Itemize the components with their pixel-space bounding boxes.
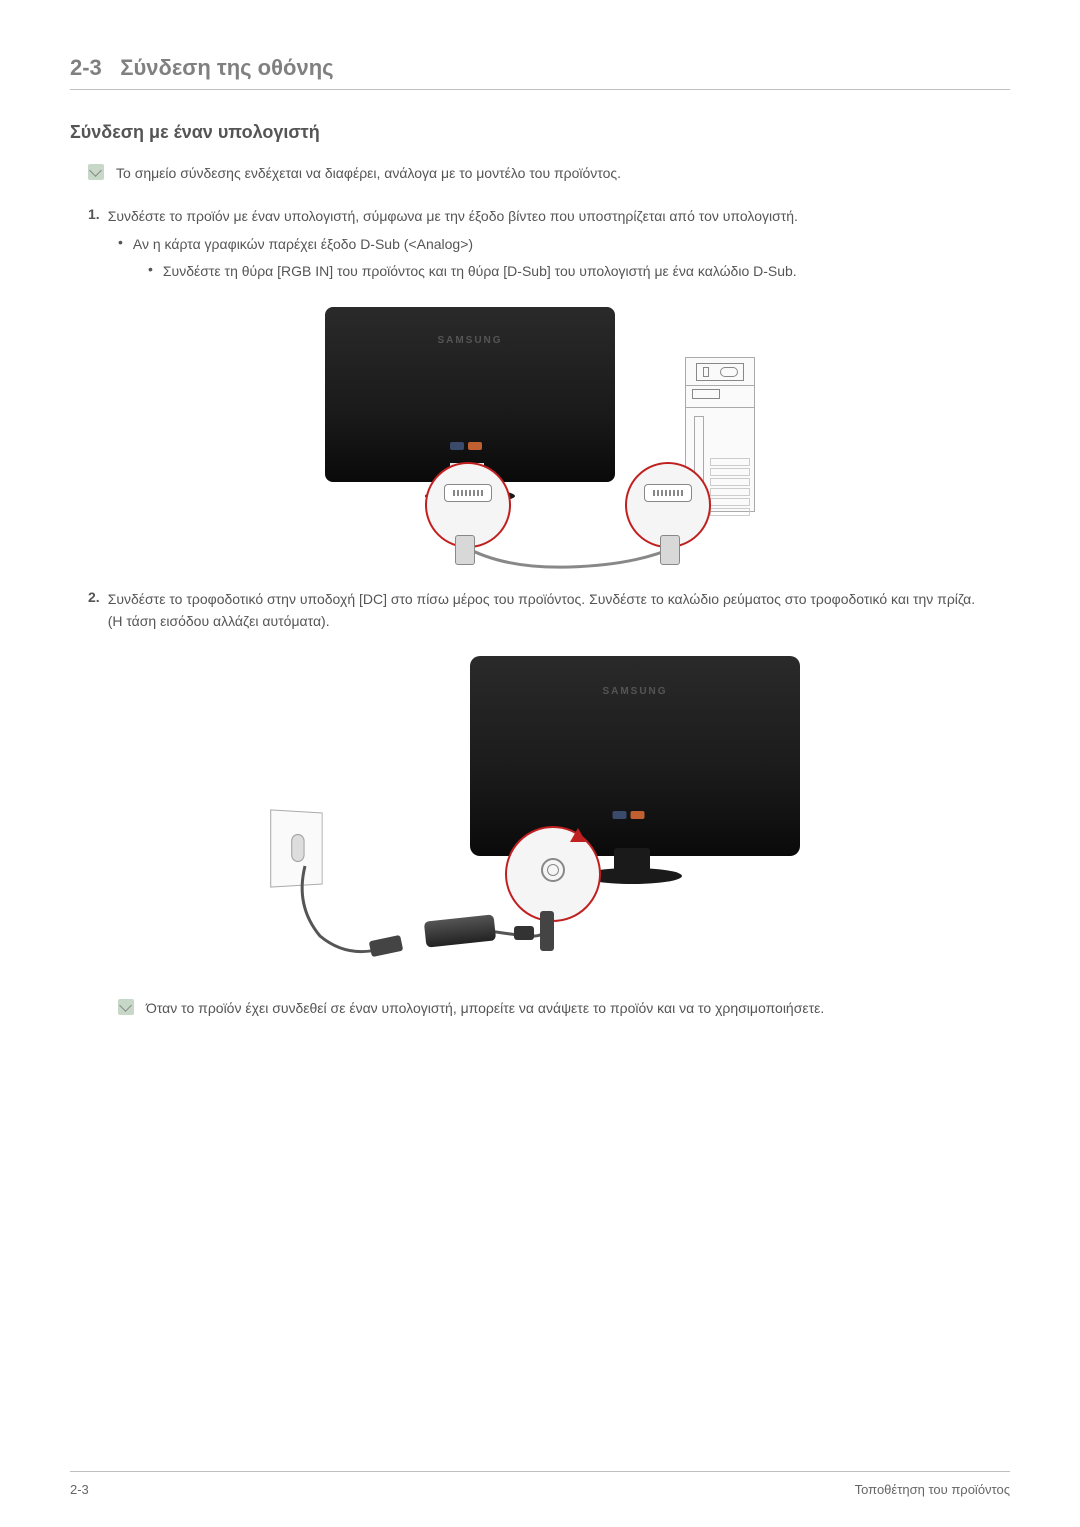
figure-2-power-connection: SAMSUNG (270, 656, 810, 966)
section-title: Σύνδεση της οθόνης (120, 55, 333, 80)
step-1-bullet-1a-text: Συνδέστε τη θύρα [RGB IN] του προϊόντος … (163, 261, 797, 283)
note-icon (88, 164, 104, 180)
port-icon (468, 442, 482, 450)
bay-icon (710, 458, 750, 466)
dsub-connector-icon (660, 535, 680, 565)
power-cable-icon (290, 846, 570, 966)
step-1-bullet-1: • Αν η κάρτα γραφικών παρέχει έξοδο D-Su… (118, 234, 1010, 256)
dc-plug-icon (540, 911, 554, 951)
subsection-title: Σύνδεση με έναν υπολογιστή (70, 122, 1010, 143)
note-icon (118, 999, 134, 1015)
figure-1-wrap: SAMSUNG RGB IN (70, 307, 1010, 567)
section-header: 2-3 Σύνδεση της οθόνης (70, 55, 1010, 90)
monitor-back-icon: SAMSUNG (325, 307, 615, 482)
note-text-1: Το σημείο σύνδεσης ενδέχεται να διαφέρει… (116, 163, 621, 184)
step-2-num: 2. (88, 589, 100, 632)
note-row-2: Όταν το προϊόν έχει συνδεθεί σε έναν υπο… (118, 998, 1010, 1019)
dsub-cable-icon (445, 527, 695, 572)
section-number: 2-3 (70, 55, 102, 80)
dsub-pins-icon (453, 490, 483, 496)
ferrite-core-icon (514, 926, 534, 940)
step-2-text-2: (Η τάση εισόδου αλλάζει αυτόματα). (108, 611, 975, 633)
footer-page-number: 2-3 (70, 1482, 89, 1497)
figure-1-dsub-connection: SAMSUNG RGB IN (325, 307, 755, 567)
port-icon (450, 442, 464, 450)
bullet-icon: • (118, 234, 123, 256)
figure-2-wrap: SAMSUNG (70, 656, 1010, 966)
monitor-ports-icon (450, 442, 490, 452)
step-1-bullet-1-text: Αν η κάρτα γραφικών παρέχει έξοδο D-Sub … (133, 234, 473, 256)
step-2-text: Συνδέστε το τροφοδοτικό στην υποδοχή [DC… (108, 589, 975, 611)
io-slot-icon (692, 389, 720, 399)
page-footer: 2-3 Τοποθέτηση του προϊόντος (70, 1471, 1010, 1497)
bay-icon (710, 498, 750, 506)
bay-icon (710, 488, 750, 496)
note-row-1: Το σημείο σύνδεσης ενδέχεται να διαφέρει… (88, 163, 1010, 184)
samsung-logo: SAMSUNG (437, 335, 502, 346)
bay-icon (710, 508, 750, 516)
pc-psu-area (686, 358, 754, 386)
fan-icon (720, 367, 738, 377)
pc-expansion-bays (710, 458, 750, 518)
step-2: 2. Συνδέστε το τροφοδοτικό στην υποδοχή … (88, 589, 1010, 632)
monitor-ports-icon (613, 811, 658, 821)
page: 2-3 Σύνδεση της οθόνης Σύνδεση με έναν υ… (0, 0, 1080, 1527)
pc-io-area (686, 386, 754, 408)
bay-icon (710, 468, 750, 476)
note-text-2: Όταν το προϊόν έχει συνδεθεί σε έναν υπο… (146, 998, 824, 1019)
samsung-logo: SAMSUNG (602, 686, 667, 697)
port-icon (631, 811, 645, 819)
monitor-back-icon: SAMSUNG (470, 656, 800, 856)
bay-icon (710, 478, 750, 486)
step-1: 1. Συνδέστε το προϊόν με έναν υπολογιστή… (88, 206, 1010, 228)
dsub-port-icon (644, 484, 692, 502)
step-1-bullet-1a: • Συνδέστε τη θύρα [RGB IN] του προϊόντο… (148, 261, 1010, 283)
dsub-connector-icon (455, 535, 475, 565)
dsub-port-icon (444, 484, 492, 502)
dsub-pins-icon (653, 490, 683, 496)
power-socket-icon (703, 367, 709, 377)
step-1-num: 1. (88, 206, 100, 228)
port-icon (613, 811, 627, 819)
psu-icon (696, 363, 744, 381)
step-1-text: Συνδέστε το προϊόν με έναν υπολογιστή, σ… (108, 206, 798, 228)
bullet-icon: • (148, 261, 153, 283)
up-arrow-icon (570, 828, 586, 842)
footer-chapter-title: Τοποθέτηση του προϊόντος (855, 1482, 1010, 1497)
